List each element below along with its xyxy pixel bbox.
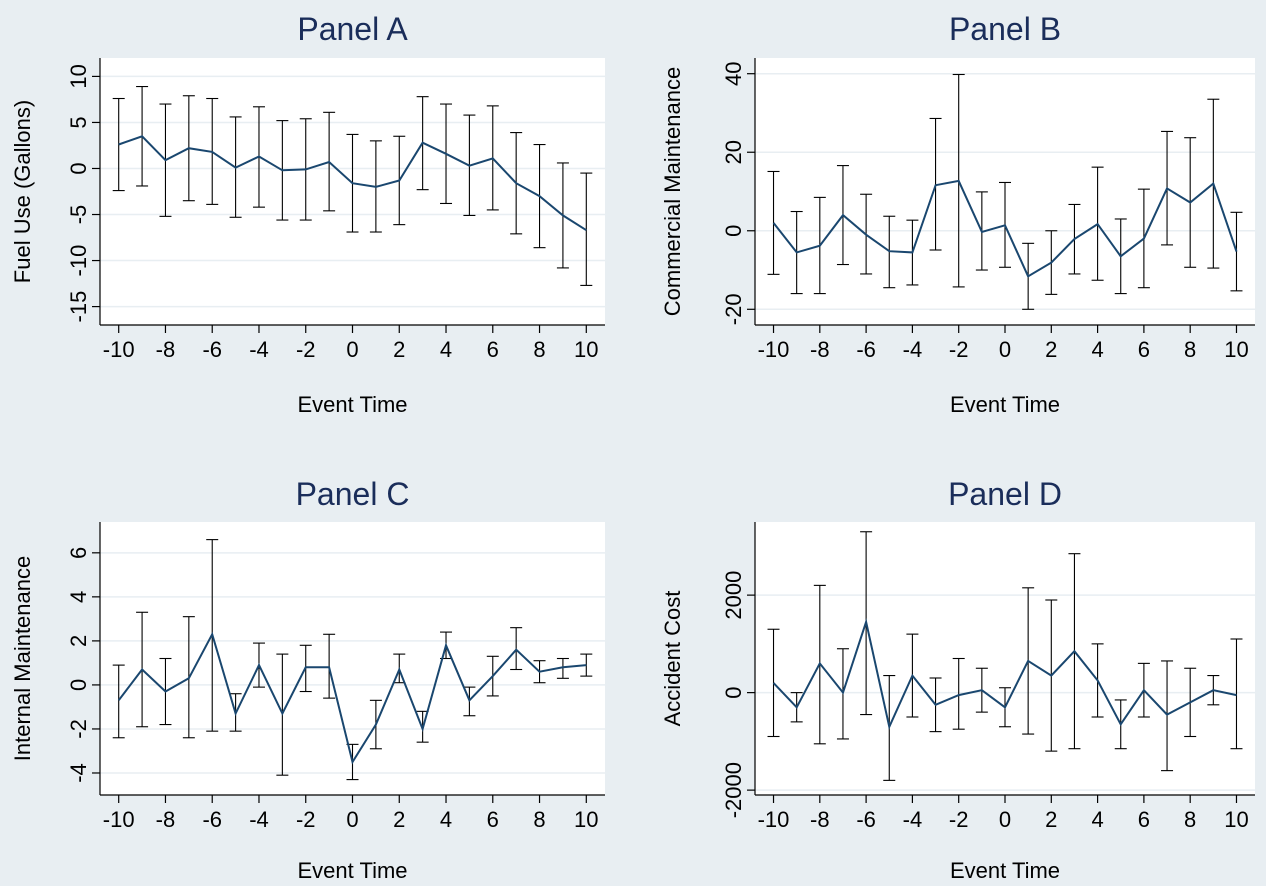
x-tick-label-c-4: -2 <box>296 807 316 832</box>
x-tick-label-d-7: 4 <box>1091 807 1103 832</box>
x-axis-label-c: Event Time <box>297 858 407 883</box>
panel-d: -2000 0 2000 -10 -8 -6 -4 -2 0 2 4 6 8 10 Panel D Event… <box>660 476 1255 883</box>
panel-c: -4 -2 0 2 4 6 -10 -8 -6 -4 -2 0 2 4 6 8 10 Panel C Event T… <box>10 476 605 883</box>
x-tick-label-d-1: -8 <box>810 807 830 832</box>
y-tick-label-b-0: -20 <box>721 293 746 325</box>
y-tick-label-c-0: -4 <box>66 763 91 783</box>
series-line-d <box>772 618 1237 730</box>
x-tick-label-b-1: -8 <box>810 337 830 362</box>
y-tick-label-a-4: 5 <box>66 116 91 128</box>
x-tick-label-b-3: -4 <box>903 337 923 362</box>
error-bar-d-17 <box>1161 660 1174 772</box>
x-tick-label-b-4: -2 <box>949 337 969 362</box>
x-tick-label-a-0: -10 <box>103 337 135 362</box>
panel-title-d: Panel D <box>948 476 1062 512</box>
x-tick-label-a-10: 10 <box>574 337 598 362</box>
x-tick-label-c-2: -6 <box>202 807 222 832</box>
x-tick-label-b-5: 0 <box>999 337 1011 362</box>
y-tick-label-a-1: -10 <box>66 245 91 277</box>
x-tick-label-b-0: -10 <box>758 337 790 362</box>
y-tick-label-b-2: 20 <box>721 140 746 164</box>
x-tick-label-d-3: -4 <box>903 807 923 832</box>
error-bar-c-9 <box>323 633 336 699</box>
y-tick-label-d-2: 2000 <box>721 571 746 620</box>
y-tick-label-b-1: 0 <box>721 225 746 237</box>
x-tick-label-a-2: -6 <box>202 337 222 362</box>
error-bar-c-0 <box>112 664 125 739</box>
x-tick-label-a-8: 6 <box>487 337 499 362</box>
y-tick-label-c-1: -2 <box>66 719 91 739</box>
y-tick-label-c-2: 0 <box>66 679 91 691</box>
error-bar-d-8 <box>952 657 965 730</box>
y-tick-label-a-5: 10 <box>66 64 91 88</box>
plot-area-d <box>755 522 1255 795</box>
error-bar-c-19 <box>556 657 569 679</box>
panel-title-b: Panel B <box>949 11 1061 47</box>
x-axis-label-a: Event Time <box>297 392 407 417</box>
x-axis-label-b: Event Time <box>950 392 1060 417</box>
x-tick-label-a-5: 0 <box>346 337 358 362</box>
x-tick-label-b-10: 10 <box>1224 337 1248 362</box>
x-tick-label-c-3: -4 <box>249 807 269 832</box>
x-axis-label-d: Event Time <box>950 858 1060 883</box>
y-axis-label-d: Accident Cost <box>660 591 685 727</box>
y-axis-label-c: Internal Maintenance <box>10 556 35 761</box>
series-line-b <box>772 179 1238 278</box>
x-tick-label-b-7: 4 <box>1091 337 1103 362</box>
y-tick-label-c-4: 4 <box>66 591 91 603</box>
x-tick-label-d-0: -10 <box>758 807 790 832</box>
error-bar-d-0 <box>767 628 780 738</box>
y-tick-label-c-5: 6 <box>66 547 91 559</box>
x-tick-label-b-2: -6 <box>856 337 876 362</box>
x-tick-label-c-0: -10 <box>103 807 135 832</box>
x-tick-label-c-6: 2 <box>393 807 405 832</box>
y-tick-label-d-1: 0 <box>721 687 746 699</box>
x-tick-label-a-1: -8 <box>156 337 176 362</box>
y-tick-label-a-0: -15 <box>66 291 91 323</box>
y-tick-label-c-3: 2 <box>66 635 91 647</box>
x-tick-label-a-3: -4 <box>249 337 269 362</box>
panel-title-c: Panel C <box>296 476 410 512</box>
y-axis-label-a: Fuel Use (Gallons) <box>10 100 35 283</box>
series-line-c <box>117 631 587 765</box>
x-tick-label-d-4: -2 <box>949 807 969 832</box>
x-tick-label-d-9: 8 <box>1184 807 1196 832</box>
x-tick-label-d-6: 2 <box>1045 807 1057 832</box>
x-tick-label-b-8: 6 <box>1138 337 1150 362</box>
x-tick-label-c-10: 10 <box>574 807 598 832</box>
x-tick-label-a-7: 4 <box>440 337 452 362</box>
x-tick-label-c-1: -8 <box>156 807 176 832</box>
x-tick-label-b-6: 2 <box>1045 337 1057 362</box>
x-tick-label-d-5: 0 <box>999 807 1011 832</box>
x-tick-label-a-4: -2 <box>296 337 316 362</box>
y-tick-label-d-0: -2000 <box>721 762 746 818</box>
panel-title-a: Panel A <box>297 11 408 47</box>
x-tick-label-a-6: 2 <box>393 337 405 362</box>
x-tick-label-d-8: 6 <box>1138 807 1150 832</box>
x-tick-label-d-2: -6 <box>856 807 876 832</box>
y-axis-label-b: Commercial Maintenance <box>660 67 685 316</box>
y-tick-label-a-3: 0 <box>66 162 91 174</box>
error-bar-d-20 <box>1230 638 1243 750</box>
x-tick-label-d-10: 10 <box>1224 807 1248 832</box>
series-line-a <box>118 135 587 232</box>
x-tick-label-c-8: 6 <box>487 807 499 832</box>
x-tick-label-c-9: 8 <box>533 807 545 832</box>
x-tick-label-a-9: 8 <box>533 337 545 362</box>
x-tick-label-c-5: 0 <box>346 807 358 832</box>
panel-a: -15 -10 -5 0 5 10 -10 -8 -6 -4 -2 0 2 4 6 8 10 Panel A Eve… <box>10 11 605 417</box>
x-tick-label-b-9: 8 <box>1184 337 1196 362</box>
error-bar-a-0 <box>112 97 125 192</box>
x-tick-label-c-7: 4 <box>440 807 452 832</box>
y-tick-label-b-3: 40 <box>721 61 746 85</box>
y-tick-label-a-2: -5 <box>66 205 91 225</box>
